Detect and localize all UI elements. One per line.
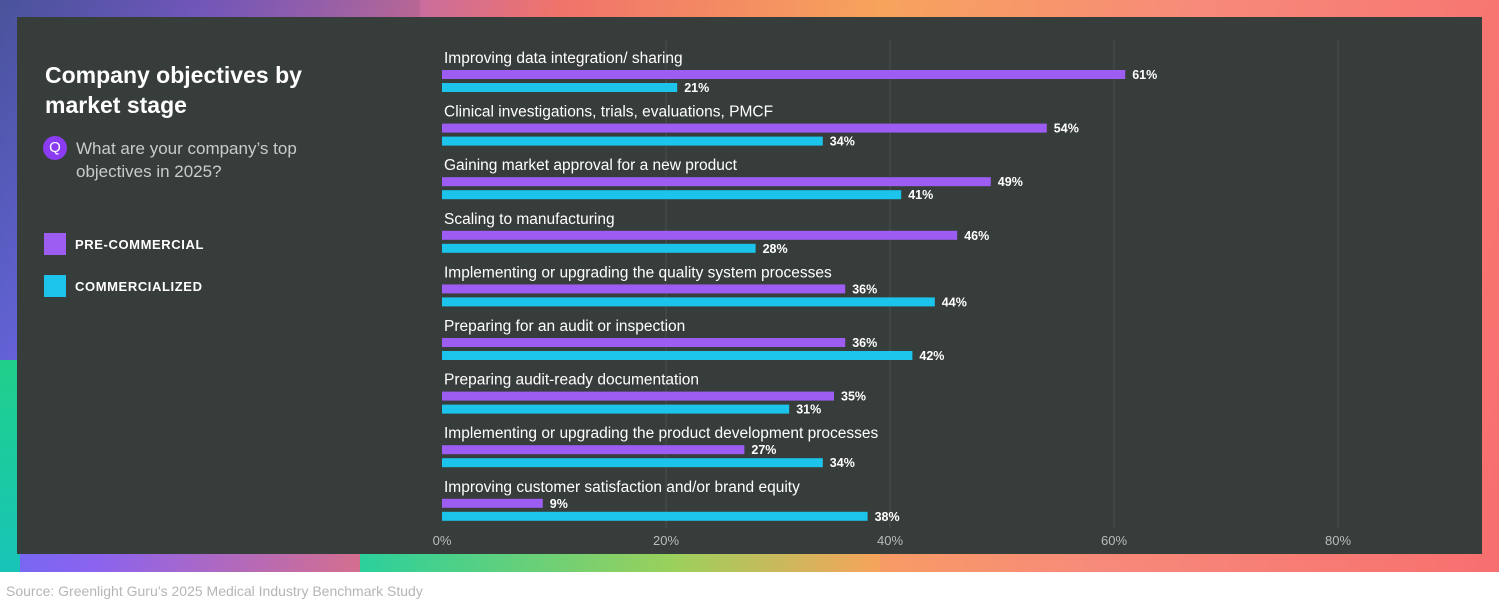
data-label: 36%	[852, 336, 877, 350]
data-label: 41%	[908, 188, 933, 202]
bar-pre-commercial	[442, 445, 745, 455]
bar-commercialized	[442, 190, 902, 200]
bar-pre-commercial	[442, 230, 958, 240]
chart-title: Company objectives by market stage	[45, 62, 302, 118]
data-label: 36%	[852, 282, 877, 296]
data-label: 34%	[830, 456, 855, 470]
background-accent-bottom	[360, 554, 880, 572]
data-label: 61%	[1132, 68, 1157, 82]
data-label: 46%	[964, 229, 989, 243]
bar-commercialized	[442, 351, 913, 360]
x-tick-label: 20%	[653, 533, 679, 548]
x-tick-label: 80%	[1325, 533, 1351, 548]
data-label: 38%	[875, 510, 900, 524]
bar-pre-commercial	[442, 70, 1126, 79]
bar-commercialized	[442, 297, 935, 307]
legend-swatch-commercialized	[44, 275, 66, 297]
category-label: Implementing or upgrading the product de…	[444, 425, 879, 442]
category-label: Preparing audit-ready documentation	[444, 372, 699, 389]
bar-pre-commercial	[442, 284, 846, 294]
category-label: Implementing or upgrading the quality sy…	[444, 264, 832, 281]
category-label: Scaling to manufacturing	[444, 211, 615, 228]
source-note: Source: Greenlight Guru’s 2025 Medical I…	[6, 583, 423, 599]
x-tick-label: 0%	[433, 533, 452, 548]
legend-item-pre-commercial: PRE-COMMERCIAL	[44, 232, 204, 256]
data-label: 9%	[550, 497, 568, 511]
data-label: 34%	[830, 135, 855, 149]
background-accent-left	[0, 360, 20, 572]
category-label: Preparing for an audit or inspection	[444, 318, 685, 335]
bar-commercialized	[442, 243, 756, 253]
data-label: 31%	[796, 403, 821, 417]
category-label: Clinical investigations, trials, evaluat…	[444, 104, 773, 121]
legend-label-pre-commercial: PRE-COMMERCIAL	[75, 236, 205, 252]
category-label: Gaining market approval for a new produc…	[444, 157, 738, 174]
legend-item-commercialized: COMMERCIALIZED	[44, 274, 203, 298]
data-label: 44%	[942, 295, 967, 309]
legend-swatch-pre-commercial	[44, 233, 66, 255]
bar-commercialized	[442, 511, 868, 521]
bar-pre-commercial	[442, 498, 543, 508]
category-label: Improving customer satisfaction and/or b…	[444, 479, 800, 496]
question-badge: Q	[43, 136, 67, 160]
x-tick-label: 60%	[1101, 533, 1127, 548]
bar-pre-commercial	[442, 391, 834, 401]
data-label: 27%	[751, 443, 776, 457]
bar-pre-commercial	[442, 177, 991, 187]
question-text: What are your company’s top objectives i…	[76, 139, 297, 181]
bar-commercialized	[442, 136, 823, 146]
bar-commercialized	[442, 404, 790, 414]
x-tick-label: 40%	[877, 533, 903, 548]
bar-commercialized	[442, 458, 823, 468]
category-label: Improving data integration/ sharing	[444, 50, 683, 67]
data-label: 49%	[998, 175, 1023, 189]
legend-label-commercialized: COMMERCIALIZED	[75, 278, 203, 294]
bar-pre-commercial	[442, 123, 1047, 133]
data-label: 35%	[841, 390, 866, 404]
data-label: 21%	[684, 81, 709, 95]
data-label: 28%	[763, 242, 788, 256]
data-label: 42%	[919, 349, 944, 363]
bar-commercialized	[442, 83, 678, 92]
bar-pre-commercial	[442, 338, 846, 347]
data-label: 54%	[1054, 122, 1079, 136]
